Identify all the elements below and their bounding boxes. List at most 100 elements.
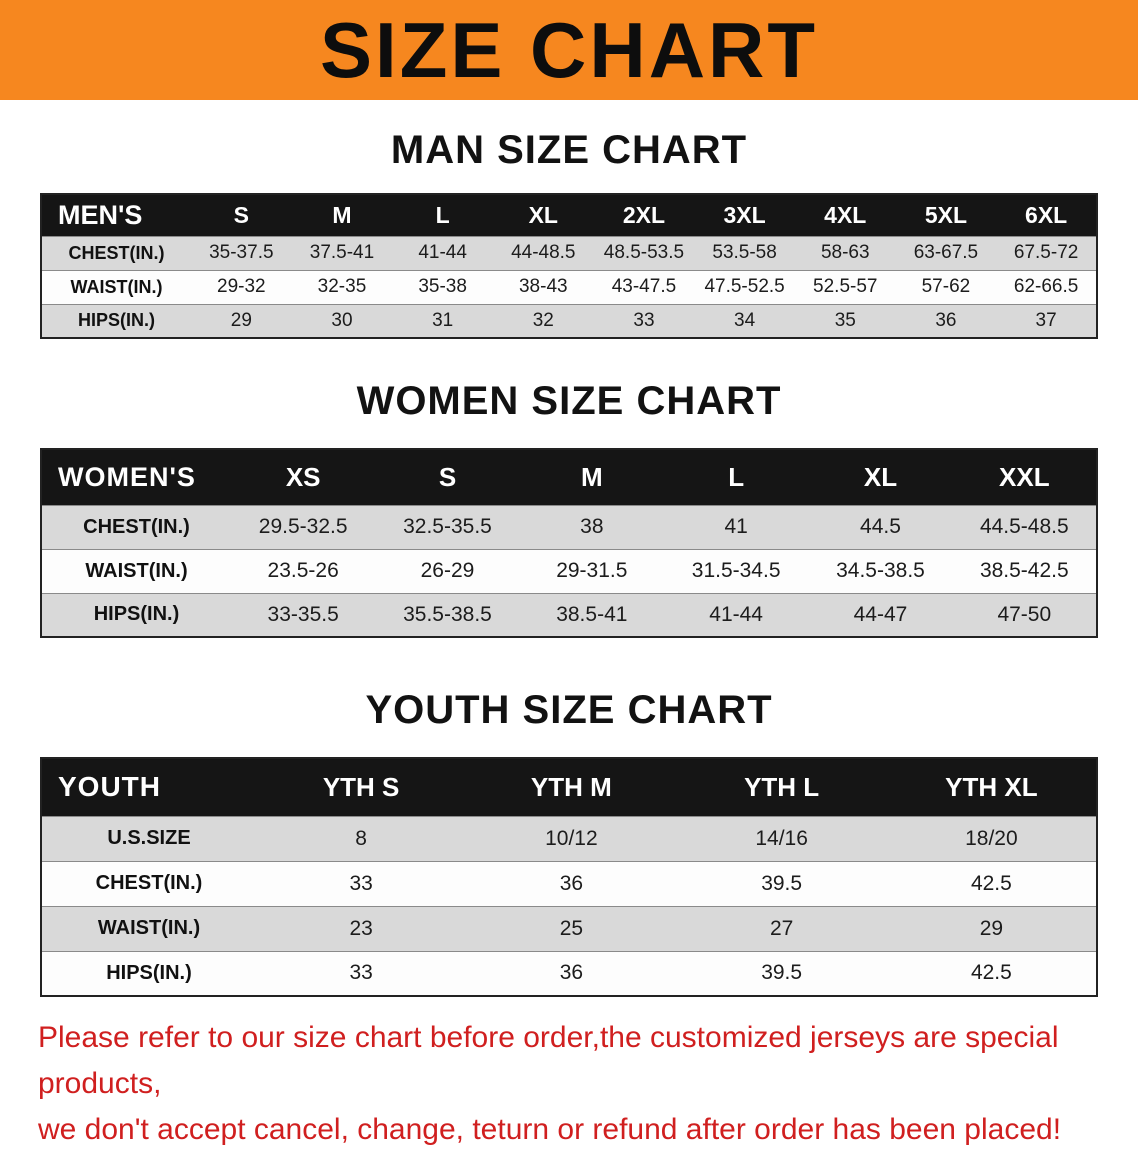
value-cell: 36: [559, 871, 584, 895]
value-cell: 58-63: [820, 242, 870, 263]
row-label-cell: CHEST(IN.): [95, 872, 203, 894]
value-cell: 35.5-38.5: [403, 602, 492, 626]
size-header-cell: 4XL: [794, 194, 896, 236]
value-cell: 44-47: [853, 602, 908, 626]
size-header-cell: YTH M: [466, 758, 677, 816]
value-cell: 41-44: [709, 602, 763, 626]
value-cell: 36: [935, 309, 957, 331]
header-row: WOMEN'S XS S M L XL XXL: [41, 449, 1097, 505]
value-cell: 38.5-42.5: [979, 559, 1069, 582]
value-cell: 42.5: [970, 961, 1012, 985]
measurement-row: WAIST(IN.) 29-32 32-35 35-38 38-43 43-47.5 47.…: [41, 270, 1097, 304]
youth-section-heading: YOUTH SIZE CHART: [365, 688, 773, 732]
size-header-cell: YTH L: [676, 758, 887, 816]
value-cell: 39.5: [761, 961, 803, 985]
row-label-cell: CHEST(IN.): [68, 242, 165, 263]
value-cell: 67.5-72: [1013, 242, 1079, 263]
value-cell: 36: [559, 961, 584, 985]
row-label-cell: WAIST(IN.): [97, 917, 201, 939]
value-cell: 31.5-34.5: [691, 559, 781, 582]
value-cell: 44.5-48.5: [979, 515, 1069, 538]
value-cell: 33: [349, 871, 373, 895]
value-cell: 26-29: [420, 559, 475, 582]
size-header-cell: L: [663, 449, 809, 505]
table-title-cell: WOMEN'S: [41, 449, 231, 505]
value-cell: 23.5-26: [267, 559, 339, 582]
value-cell: 32-35: [317, 276, 367, 297]
row-label-cell: HIPS(IN.): [77, 310, 155, 331]
value-cell: 34.5-38.5: [836, 559, 925, 582]
value-cell: 42.5: [970, 871, 1012, 895]
value-cell: 14/16: [755, 826, 808, 850]
size-header-cell: S: [375, 449, 520, 505]
value-cell: 39.5: [761, 871, 803, 895]
youth-size-table: YOUTH YTH S YTH M YTH L YTH XL U.S.SIZE 8 10/12…: [40, 757, 1098, 997]
row-label-cell: CHEST(IN.): [83, 515, 190, 538]
value-cell: 10/12: [545, 826, 598, 850]
value-cell: 29: [230, 309, 252, 331]
men-size-table: MEN'S S M L XL 2XL 3XL 4XL 5XL 6XL CHEST(IN.) 35-37…: [40, 193, 1098, 339]
value-cell: 8: [355, 826, 367, 850]
value-cell: 34: [734, 309, 756, 331]
banner: SIZE CHART: [0, 0, 1138, 100]
value-cell: 32.5-35.5: [403, 515, 492, 538]
value-cell: 35: [834, 309, 856, 331]
value-cell: 44-48.5: [511, 242, 576, 263]
size-header-cell: XL: [492, 194, 594, 236]
value-cell: 38-43: [518, 276, 568, 297]
measurement-row: WAIST(IN.) 23 25 27 29: [41, 906, 1097, 951]
note-line-1: Please refer to our size chart before or…: [38, 1021, 1059, 1100]
women-section-heading: WOMEN SIZE CHART: [356, 379, 782, 423]
value-cell: 35-37.5: [209, 242, 274, 263]
measurement-row: HIPS(IN.) 33 36 39.5 42.5: [41, 951, 1097, 996]
men-size-table-grid: MEN'S S M L XL 2XL 3XL 4XL 5XL 6XL CHEST(IN.) 35-37…: [40, 193, 1098, 339]
youth-size-section: YOUTH SIZE CHART YOUTH YTH S YTH M YTH L YTH…: [0, 688, 1138, 997]
measurement-row: U.S.SIZE 8 10/12 14/16 18/20: [41, 816, 1097, 861]
size-header-cell: L: [392, 194, 493, 236]
size-header-cell: 5XL: [895, 194, 997, 236]
value-cell: 47-50: [997, 602, 1052, 626]
size-header-cell: 6XL: [996, 194, 1097, 236]
measurement-row: WAIST(IN.) 23.5-26 26-29 29-31.5 31.5-34.5 34…: [41, 549, 1097, 593]
value-cell: 38.5-41: [556, 602, 628, 626]
row-label-cell: WAIST(IN.): [70, 276, 163, 297]
value-cell: 41-44: [418, 242, 467, 263]
value-cell: 44.5: [860, 515, 901, 538]
measurement-row: HIPS(IN.) 29 30 31 32 33 34 35 36 37: [41, 304, 1097, 338]
value-cell: 33: [349, 961, 373, 985]
value-cell: 29-32: [217, 276, 266, 297]
value-cell: 29: [979, 916, 1004, 940]
size-header-cell: XS: [231, 449, 376, 505]
size-header-cell: YTH XL: [886, 758, 1097, 816]
size-header-cell: 3XL: [694, 194, 795, 236]
value-cell: 43-47.5: [611, 276, 677, 297]
value-cell: 53.5-58: [712, 242, 777, 263]
size-header-cell: XL: [808, 449, 953, 505]
size-header-cell: YTH S: [256, 758, 467, 816]
value-cell: 30: [331, 309, 353, 331]
measurement-row: CHEST(IN.) 33 36 39.5 42.5: [41, 861, 1097, 906]
value-cell: 62-66.5: [1013, 276, 1079, 297]
value-cell: 25: [559, 916, 584, 940]
men-section-heading: MAN SIZE CHART: [390, 128, 748, 172]
row-label-cell: WAIST(IN.): [85, 559, 188, 582]
value-cell: 63-67.5: [913, 242, 979, 263]
value-cell: 29.5-32.5: [258, 515, 348, 538]
page-title: SIZE CHART: [320, 6, 818, 94]
size-header-cell: XXL: [952, 449, 1097, 505]
men-size-section: MAN SIZE CHART MEN'S S M L XL 2XL 3XL 4XL 5XL 6XL…: [0, 128, 1138, 339]
women-size-table: WOMEN'S XS S M L XL XXL CHEST(IN.) 29.5-32.5 32.5…: [40, 448, 1098, 638]
size-header-cell: S: [191, 194, 292, 236]
women-size-table-grid: WOMEN'S XS S M L XL XXL CHEST(IN.) 29.5-32.5 32.5…: [40, 448, 1098, 638]
value-cell: 33-35.5: [267, 602, 339, 626]
table-title-cell: MEN'S: [41, 194, 191, 236]
value-cell: 48.5-53.5: [603, 242, 685, 263]
value-cell: 31: [432, 309, 454, 331]
value-cell: 57-62: [921, 276, 971, 297]
measurement-row: HIPS(IN.) 33-35.5 35.5-38.5 38.5-41 41-44 44-…: [41, 593, 1097, 637]
row-label-cell: U.S.SIZE: [107, 827, 191, 849]
value-cell: 32: [532, 309, 554, 331]
size-header-cell: M: [291, 194, 393, 236]
value-cell: 29-31.5: [556, 559, 628, 582]
